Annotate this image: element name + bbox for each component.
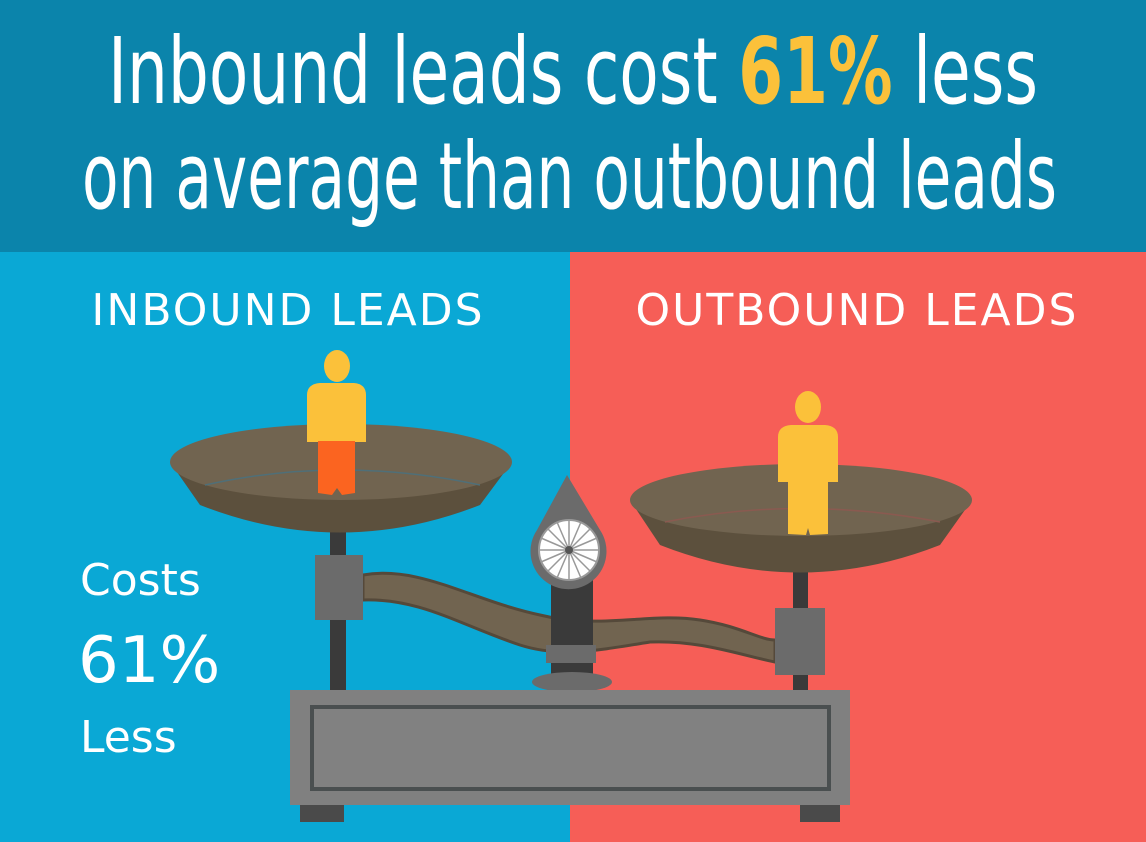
stat-percent: 61% [78,624,220,698]
inbound-label: INBOUND LEADS [91,285,484,336]
center-collar [546,645,596,663]
center-foot [532,672,612,692]
left-foot [300,800,344,822]
outbound-label: OUTBOUND LEADS [636,285,1079,336]
headline-line-1: Inbound leads cost 61% less [108,18,1038,125]
stat-costs: Costs [80,555,201,606]
stat-less: Less [80,712,177,763]
right-joint [775,608,825,675]
scale-beam [361,571,777,664]
header-banner [0,0,1146,252]
headline-highlight: 61% [738,18,892,125]
balance-scale-illustration [170,350,972,822]
left-joint [315,555,363,620]
headline-line-2: on average than outbound leads [82,123,1057,230]
right-foot [800,800,840,822]
base-panel [310,705,831,791]
right-person-icon [778,391,838,535]
left-person-icon [307,350,366,495]
